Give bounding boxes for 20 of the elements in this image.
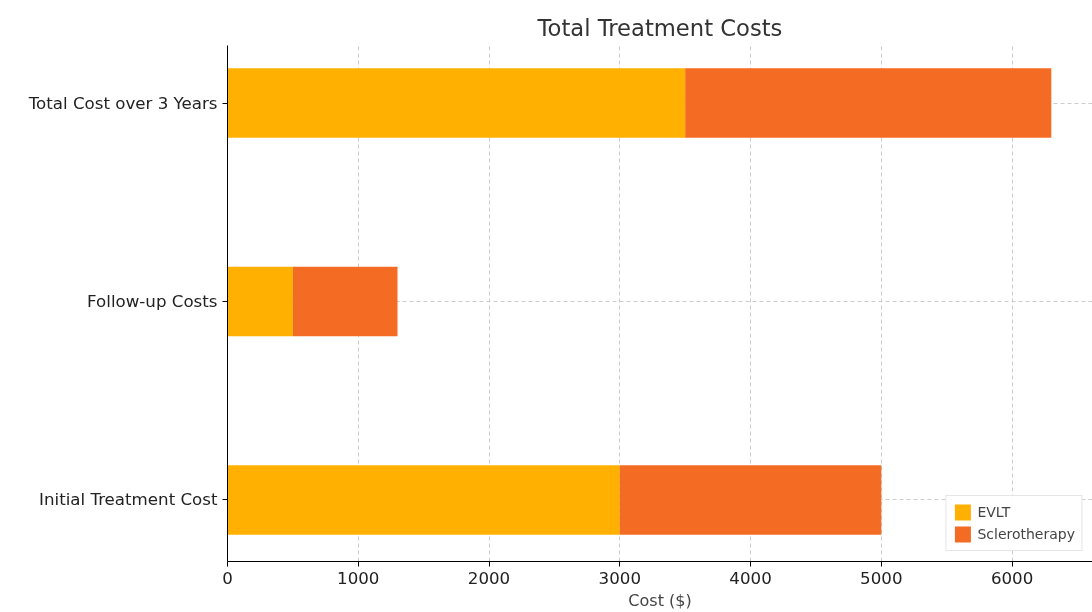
y-tick-label: Total Cost over 3 Years xyxy=(27,93,218,113)
x-tick-label: 5000 xyxy=(860,568,903,588)
bar xyxy=(292,266,398,337)
bar xyxy=(685,68,1052,138)
x-tick-label: 0 xyxy=(222,568,233,588)
legend-label: EVLT xyxy=(977,504,1011,520)
y-tick-label: Initial Treatment Cost xyxy=(39,490,218,510)
y-tick-label: Follow-up Costs xyxy=(87,292,218,312)
x-axis-title: Cost ($) xyxy=(628,590,692,610)
x-tick-label: 3000 xyxy=(598,568,641,588)
x-tick-label: 1000 xyxy=(337,568,380,588)
bar xyxy=(619,465,882,535)
chart-title: Total Treatment Costs xyxy=(536,14,783,41)
x-tick-label: 6000 xyxy=(990,568,1034,588)
bar xyxy=(227,68,686,138)
x-tick-label: 4000 xyxy=(729,568,772,588)
bar xyxy=(227,465,620,535)
x-tick-label: 2000 xyxy=(467,568,511,588)
legend-label: Sclerotherapy xyxy=(977,526,1075,542)
bar xyxy=(227,266,293,337)
